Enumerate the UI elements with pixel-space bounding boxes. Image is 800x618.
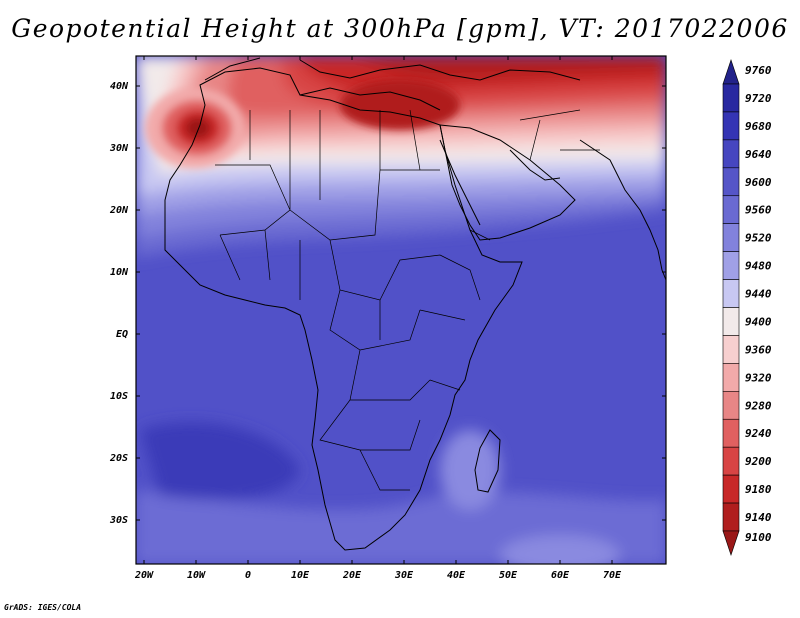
colorbar-swatch	[722, 446, 740, 476]
colorbar-label: 9240	[745, 427, 772, 440]
colorbar-label: 9360	[745, 343, 772, 356]
south-deep-pocket	[140, 422, 300, 500]
axis-ticks	[136, 56, 666, 564]
lat-tick-label: 40N	[110, 81, 129, 92]
lat-axis: 40N 30N 20N 10N EQ 10S 20S 30S	[109, 81, 129, 526]
low-center-core	[186, 118, 210, 138]
colorbar-label: 9140	[745, 511, 772, 524]
colorbar-label: 9560	[745, 204, 772, 217]
colorbar-top-arrow	[722, 59, 740, 85]
colorbar-label: 9640	[745, 148, 772, 161]
colorbar-swatch	[722, 279, 740, 308]
lat-tick-label: 10N	[110, 267, 129, 278]
lat-tick-label: 10S	[110, 391, 128, 402]
lon-tick-label: 10W	[187, 570, 206, 581]
colorbar-label: 9400	[745, 315, 772, 328]
colorbar-label: 9480	[745, 260, 772, 273]
colorbar-label: 9200	[745, 455, 772, 468]
lat-tick-label: 20S	[109, 453, 128, 464]
colorbar-swatch	[722, 223, 740, 252]
colorbar-swatch	[722, 251, 740, 280]
lat-tick-label: EQ	[116, 329, 128, 340]
coastlines	[164, 57, 666, 551]
shaded-field	[136, 56, 666, 564]
persian-gulf	[509, 149, 561, 181]
colorbar-label: 9440	[745, 288, 772, 301]
colorbar-swatch	[722, 307, 740, 336]
lon-tick-label: 50E	[499, 570, 518, 581]
colorbar-swatch	[722, 167, 740, 197]
colorbar-label: 9320	[745, 371, 772, 384]
colorbar-label: 9280	[745, 399, 772, 412]
country-borders	[215, 109, 600, 491]
colorbar-label: 9100	[745, 531, 772, 544]
colorbar-swatch	[722, 139, 740, 169]
europe-coastline	[204, 57, 581, 81]
colorbar-swatch	[722, 418, 740, 448]
colorbar-swatch	[722, 363, 740, 392]
colorbar-label: 9520	[745, 232, 772, 245]
lon-tick-label: 0	[245, 570, 251, 581]
madagascar-coastline	[474, 429, 501, 493]
colorbar-label: 9760	[745, 64, 772, 77]
band-9140	[360, 56, 666, 79]
madagascar-pocket	[440, 430, 500, 510]
colorbar: 9760 9720 9680 9640 9600 9560 9520 9480 9440 9400…	[722, 59, 772, 556]
africa-coastline	[164, 67, 523, 551]
colorbar-label: 9680	[745, 120, 772, 133]
lon-tick-label: 10E	[291, 570, 310, 581]
colorbar-swatch	[722, 335, 740, 364]
lon-tick-label: 20E	[342, 570, 362, 581]
lon-tick-label: 40E	[447, 570, 466, 581]
colorbar-bottom-arrow	[722, 530, 740, 556]
colorbar-label: 9720	[745, 92, 772, 105]
colorbar-swatch	[722, 83, 740, 113]
lon-tick-label: 60E	[551, 570, 570, 581]
colorbar-swatch	[722, 391, 740, 420]
colorbar-label: 9600	[745, 176, 772, 189]
lon-tick-label: 30E	[394, 570, 414, 581]
colorbar-label: 9180	[745, 483, 772, 496]
lat-tick-label: 20N	[109, 205, 129, 216]
south-lower-pocket	[500, 535, 620, 564]
plot-frame	[135, 55, 667, 565]
credit-label: GrADS: IGES/COLA	[4, 603, 82, 612]
lat-tick-label: 30N	[109, 143, 129, 154]
lat-tick-label: 30S	[109, 515, 128, 526]
colorbar-swatch	[722, 502, 740, 532]
lon-tick-label: 70E	[603, 570, 622, 581]
colorbar-swatch	[722, 195, 740, 224]
lon-axis: 20W 10W 0 10E 20E 30E 40E 50E 60E 70E	[134, 570, 622, 581]
map-title: Geopotential Height at 300hPa [gpm], VT:…	[11, 14, 789, 43]
arabia-coastline	[439, 124, 576, 241]
india-coastline	[579, 139, 666, 281]
med-low-core	[340, 80, 460, 130]
colorbar-swatch	[722, 474, 740, 504]
red-sea	[439, 139, 481, 226]
mediterranean-north	[299, 87, 441, 111]
lon-tick-label: 20W	[134, 570, 154, 581]
colorbar-swatch	[722, 111, 740, 141]
